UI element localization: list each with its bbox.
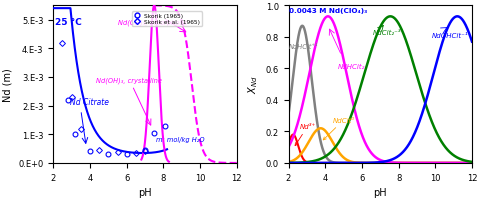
Y-axis label: Nd (m): Nd (m) (3, 68, 13, 101)
X-axis label: pH: pH (138, 187, 152, 197)
Text: m: mol/kg H₂O: m: mol/kg H₂O (156, 137, 204, 143)
Text: NdOHCit⁻¹: NdOHCit⁻¹ (432, 33, 468, 39)
X-axis label: pH: pH (373, 187, 387, 197)
Text: Nd³⁺: Nd³⁺ (295, 124, 316, 146)
Text: NdHCit⁺¹: NdHCit⁺¹ (288, 44, 318, 50)
Legend: Skorik (1965), Skorik et al. (1965): Skorik (1965), Skorik et al. (1965) (132, 12, 202, 27)
Text: Nd(OH)₃, amorphous: Nd(OH)₃, amorphous (119, 19, 188, 26)
Text: 25 °C: 25 °C (55, 18, 82, 27)
Text: Nd(OH)₃, crystalline: Nd(OH)₃, crystalline (96, 77, 161, 83)
Text: NdCit⁰: NdCit⁰ (323, 117, 355, 140)
Text: NdCit₂⁻³: NdCit₂⁻³ (373, 30, 402, 35)
Text: 0.0043 M Nd(ClO₄)₃: 0.0043 M Nd(ClO₄)₃ (289, 8, 368, 14)
Text: NdHCit₂: NdHCit₂ (338, 64, 365, 70)
Text: Nd Citrate: Nd Citrate (70, 98, 109, 107)
Y-axis label: $\it{X}$$_{Nd}$: $\it{X}$$_{Nd}$ (246, 75, 260, 94)
